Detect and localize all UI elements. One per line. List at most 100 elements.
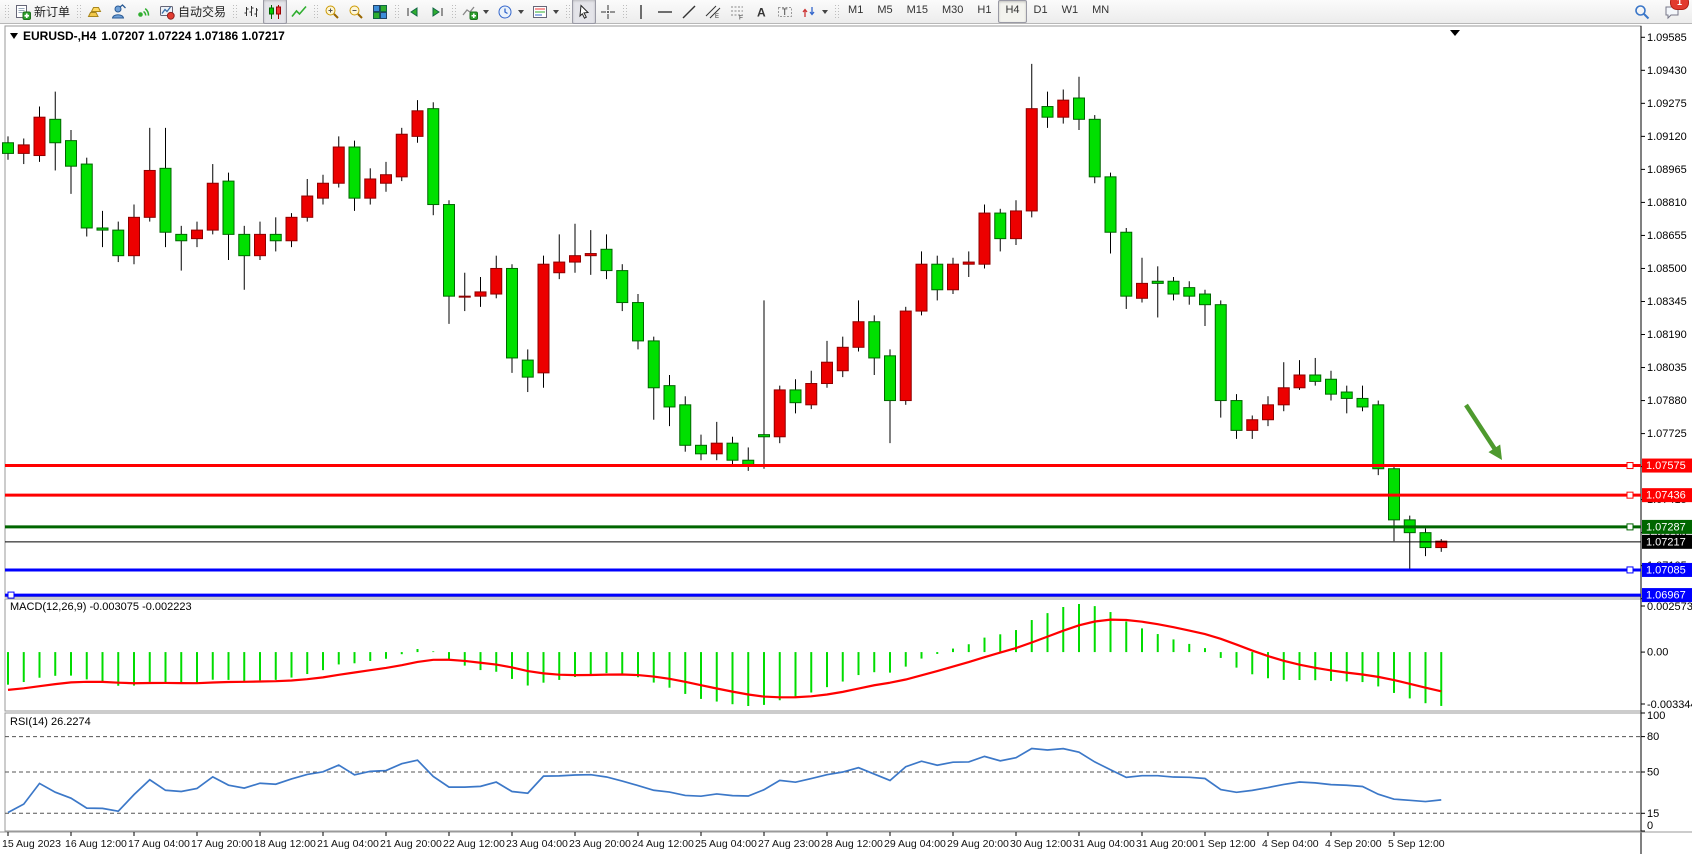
toolbar-drag-handle[interactable] (4, 3, 9, 20)
candle (1246, 415, 1259, 439)
arrows-icon (802, 6, 815, 17)
candle (1293, 360, 1306, 390)
price-tick-label: 1.09585 (1647, 32, 1687, 44)
candle (1214, 300, 1227, 418)
bar-chart-mode-button[interactable] (239, 0, 263, 24)
fibonacci-button[interactable]: F (725, 0, 749, 24)
rsi-axis-label: 0 (1647, 820, 1653, 832)
toolbar-group (458, 1, 563, 23)
templates-button[interactable] (528, 0, 563, 24)
autotrading-button[interactable]: 自动交易 (155, 0, 230, 24)
time-tick-label: 16 Aug 12:00 (65, 838, 127, 850)
notification-badge: 1 (1670, 0, 1689, 10)
dropdown-caret-icon[interactable] (518, 9, 525, 14)
cursor-icon (579, 3, 590, 19)
zoom-in-button[interactable] (320, 0, 344, 24)
line-anchor-handle[interactable] (1626, 491, 1634, 499)
candle (474, 276, 487, 307)
line-anchor-handle[interactable] (1626, 462, 1634, 470)
toolbar-drag-handle[interactable] (565, 3, 571, 20)
candle (695, 434, 707, 461)
timeframe-m5-button[interactable]: M5 (877, 4, 893, 16)
template-icon (533, 5, 548, 18)
channel-button[interactable]: E (701, 0, 725, 24)
chart-panel (4, 25, 1642, 598)
toolbar-drag-handle[interactable] (232, 3, 238, 20)
fibonacci-icon: F (731, 6, 744, 20)
timeframe-m1-button[interactable]: M1 (848, 4, 864, 16)
line-anchor-handle[interactable] (7, 591, 15, 599)
time-tick-label: 25 Aug 04:00 (695, 838, 757, 850)
candle (191, 221, 203, 248)
tile-windows-button[interactable] (368, 0, 392, 24)
dropdown-caret-icon[interactable] (483, 9, 490, 14)
timeframe-mn-button[interactable]: MN (1092, 4, 1110, 16)
periods-button[interactable] (493, 0, 528, 24)
toolbar-drag-handle[interactable] (451, 3, 457, 20)
price-tick-label: 1.09430 (1647, 65, 1687, 77)
time-tick-label: 24 Aug 12:00 (632, 838, 694, 850)
candle (96, 210, 109, 248)
candle (1199, 289, 1211, 326)
rsi-panel-content: 100 80 50 150 (5, 710, 1665, 832)
toolbar-drag-handle[interactable] (76, 3, 82, 20)
signals-button[interactable] (131, 0, 155, 24)
text-button[interactable]: A (749, 0, 773, 24)
toolbar-drag-handle[interactable] (622, 3, 628, 20)
toolbar-drag-handle[interactable] (834, 3, 840, 20)
chart-area[interactable]: 1.09585 1.09430 1.09275 1.09120 1.08965 1.088… (0, 24, 1692, 854)
vertical-line-button[interactable] (629, 0, 653, 24)
timeframe-m30-button[interactable]: M30 (942, 4, 964, 16)
new-chart-button[interactable] (83, 0, 107, 24)
toolbar-drag-handle[interactable] (394, 3, 400, 20)
price-tick-label: 1.08965 (1647, 164, 1687, 176)
cursor-button[interactable] (572, 0, 597, 24)
search-button[interactable] (1630, 0, 1654, 24)
annotation-arrow[interactable] (1464, 403, 1502, 460)
trendline-button[interactable] (677, 0, 701, 24)
rsi-line (7, 747, 1442, 814)
dropdown-caret-icon[interactable] (553, 9, 560, 14)
candle (553, 234, 566, 280)
chart-panel (4, 712, 1642, 832)
candle (1088, 115, 1101, 184)
chart-shift-button[interactable] (425, 0, 449, 24)
line-anchor-handle[interactable] (1626, 566, 1634, 574)
level-price-tag: 1.07575 (1646, 460, 1686, 472)
timeframe-h4-button[interactable]: H4 (998, 0, 1027, 23)
dropdown-caret-icon[interactable] (822, 9, 829, 14)
timeframe-w1-button[interactable]: W1 (1061, 4, 1079, 16)
horizontal-line-button[interactable] (653, 0, 677, 24)
new-order-button[interactable]: 新订单 (11, 0, 74, 24)
candle (348, 140, 361, 211)
price-tick-label: 1.09275 (1647, 98, 1687, 110)
auto-scroll-button[interactable] (401, 0, 425, 24)
candle (821, 340, 833, 388)
line-chart-mode-button[interactable] (287, 0, 311, 24)
arrows-button[interactable] (797, 0, 832, 24)
level-price-tag: 1.06967 (1646, 590, 1686, 602)
zoom-out-button[interactable] (344, 0, 368, 24)
timeframe-h1-button[interactable]: H1 (977, 4, 992, 16)
level-price-tag: 1.07287 (1646, 521, 1686, 533)
profile-button[interactable] (107, 0, 131, 24)
timeframe-d1-button[interactable]: D1 (1033, 4, 1048, 16)
toolbar-drag-handle[interactable] (313, 3, 319, 20)
candle (663, 374, 676, 427)
toolbar-group (401, 1, 449, 23)
notifications-button[interactable]: 1 (1660, 0, 1689, 24)
line-anchor-handle[interactable] (1626, 523, 1634, 531)
candle (726, 436, 739, 467)
candle (33, 106, 46, 162)
candle (931, 255, 944, 301)
crosshair-button[interactable] (596, 0, 620, 24)
text-label-button[interactable]: T (773, 0, 797, 24)
search-icon (1635, 4, 1650, 19)
indicators-button[interactable] (458, 0, 493, 24)
candlestick-mode-button[interactable] (263, 0, 288, 24)
time-tick-label: 21 Aug 20:00 (380, 838, 442, 850)
candle (773, 385, 786, 444)
candle (395, 127, 408, 182)
candle (584, 230, 597, 275)
timeframe-m15-button[interactable]: M15 (906, 4, 928, 16)
